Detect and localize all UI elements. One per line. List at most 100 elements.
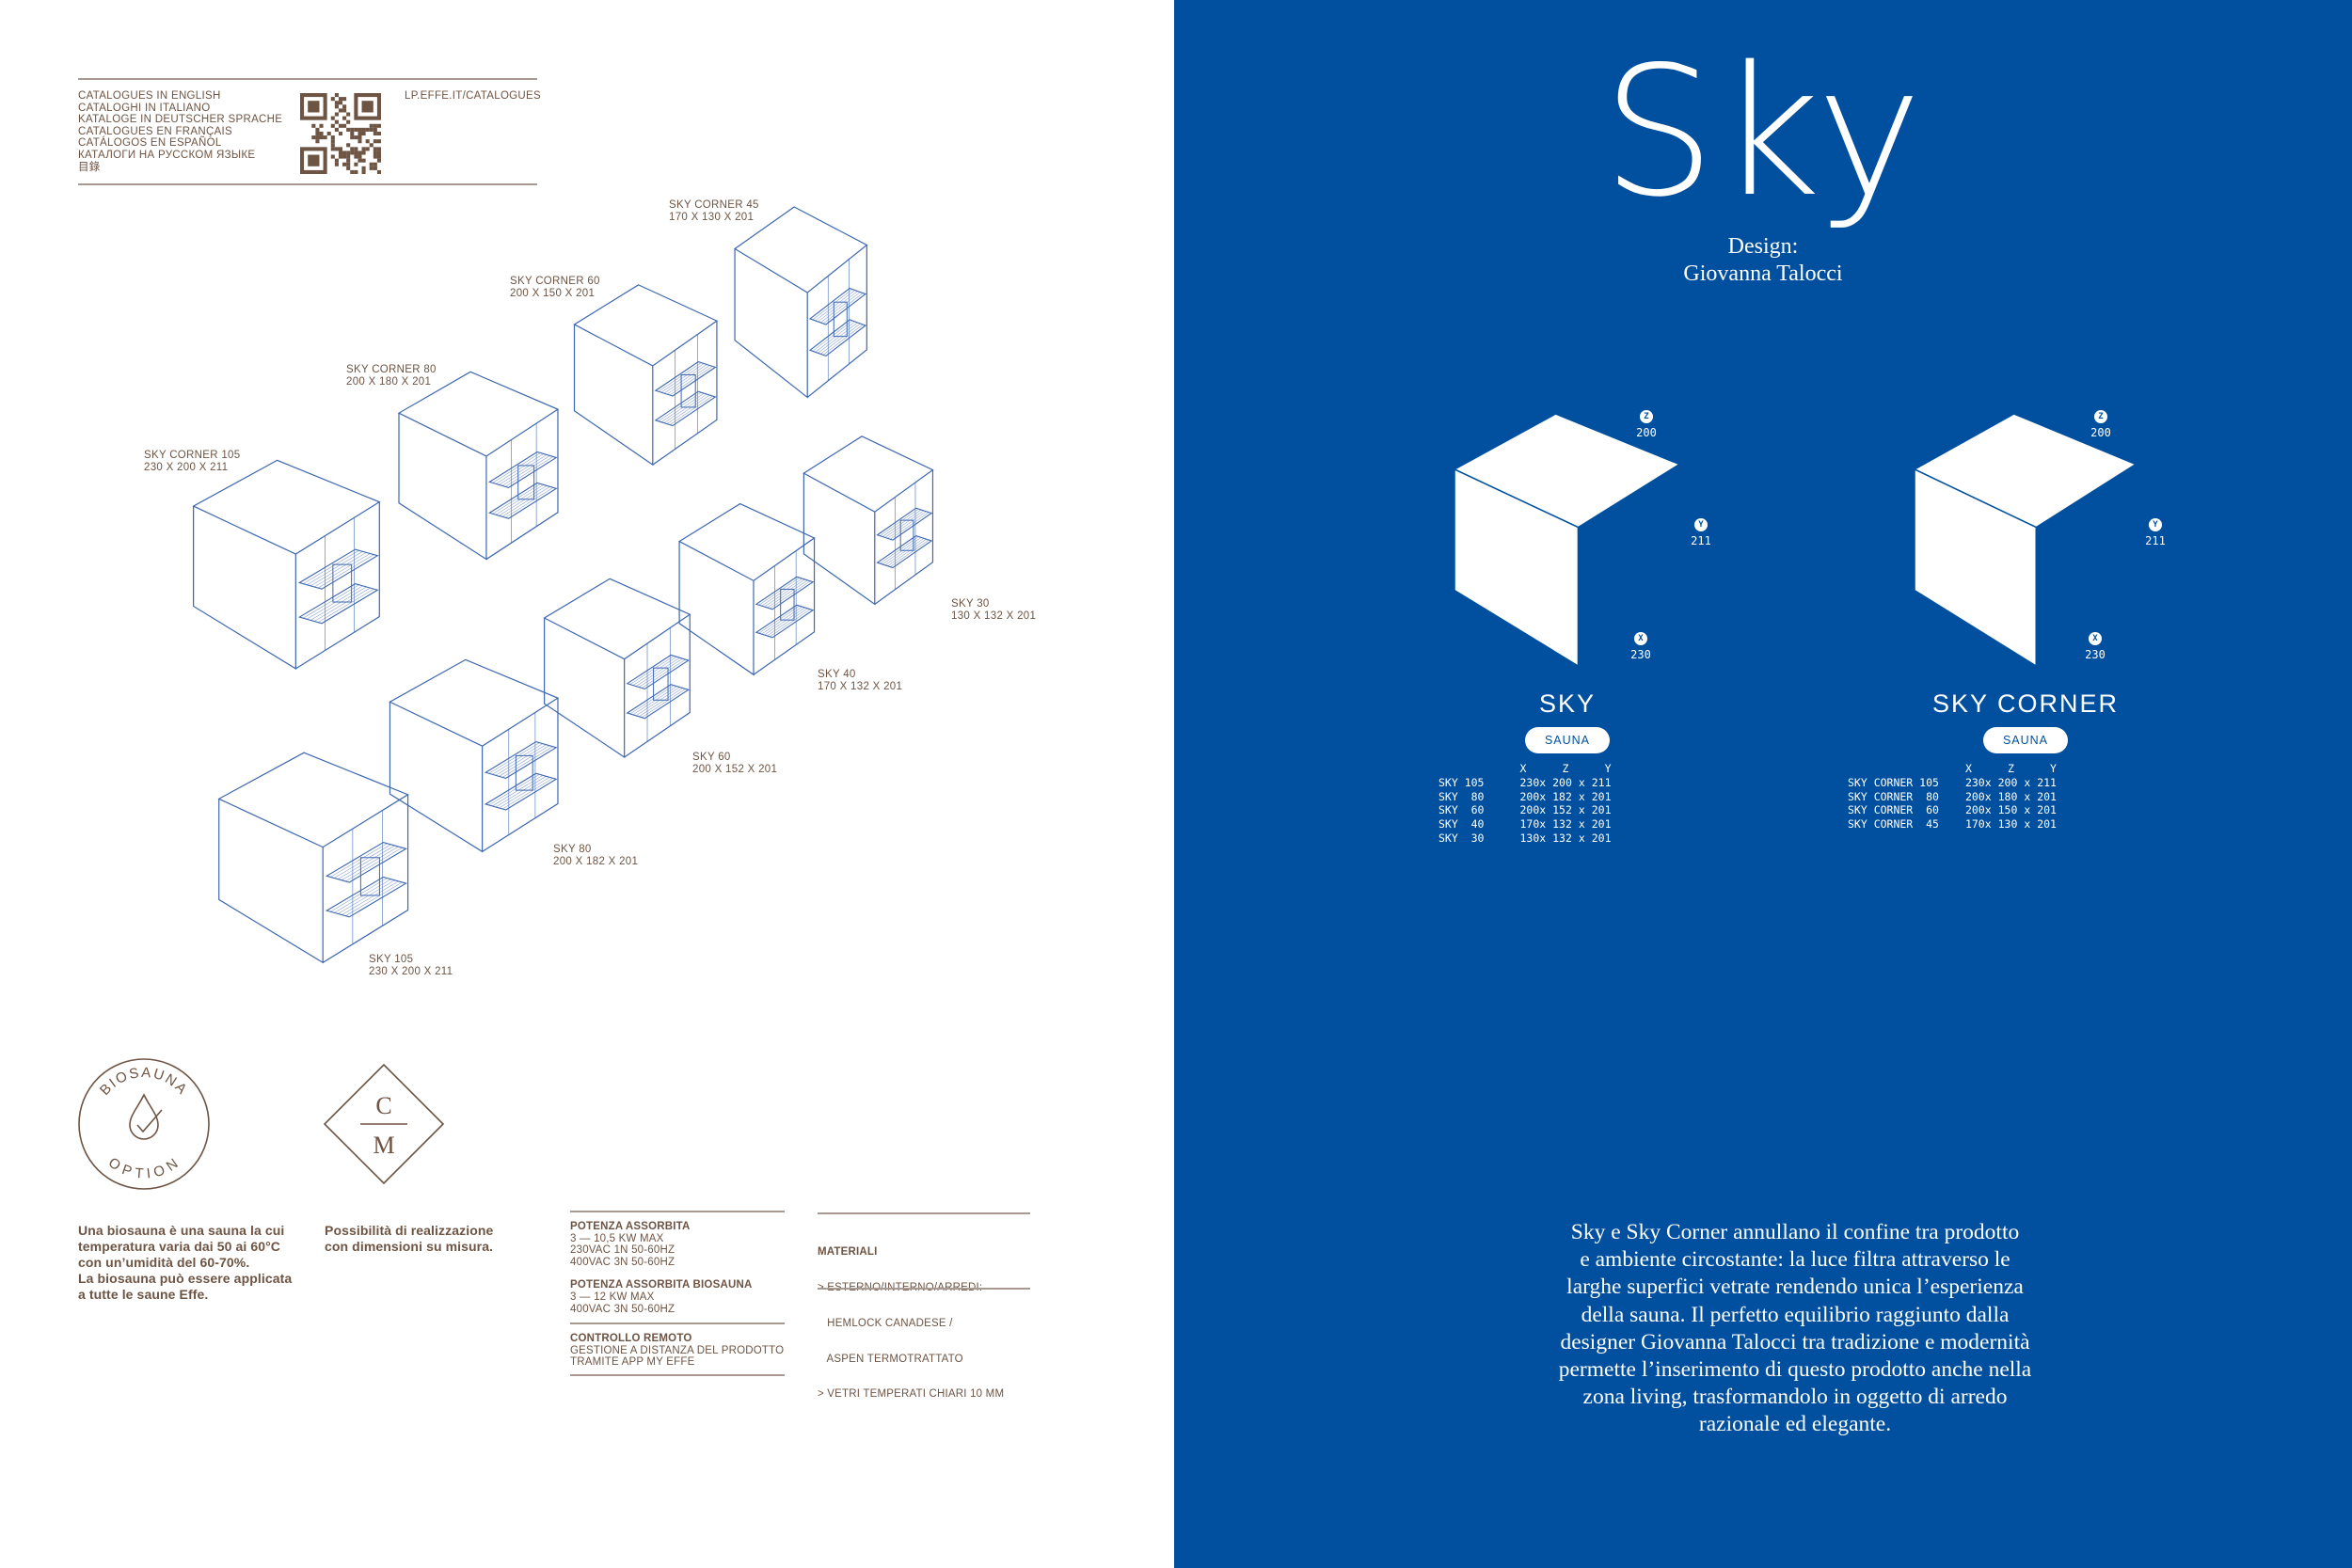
axis-y-label: Y 211: [2145, 518, 2166, 547]
dimensions-table-sky-corner: X Z Y SKY CORNER 105 230 x 200 x 211 SKY CORNE…: [1848, 762, 2057, 831]
z-cell: 180: [1997, 789, 2018, 803]
note-line: temperatura varia dai 50 ai 60°C: [78, 1239, 281, 1254]
model-name: SKY CORNER 80: [346, 364, 437, 375]
custom-measure-badge: C M: [323, 1063, 445, 1185]
divider: [78, 78, 537, 80]
model-cell: SKY CORNER 60: [1848, 803, 1939, 817]
y-icon: Y: [2149, 518, 2162, 531]
y-cell: 201: [2037, 789, 2057, 803]
spec-title: POTENZA ASSORBITA: [570, 1221, 691, 1232]
designer-name: Giovanna Talocci: [1683, 261, 1843, 286]
z-cell: 130: [1997, 817, 2018, 832]
sauna-tag[interactable]: SAUNA: [1525, 727, 1610, 753]
model-cell: SKY 30: [1438, 831, 1485, 845]
sky-drawing: [1453, 413, 1681, 668]
language-line: 目錄: [78, 161, 101, 173]
product-name-sky-corner: SKY CORNER: [1931, 689, 2120, 718]
z-cell: 182: [1552, 789, 1572, 803]
model-dims: 230 X 200 X 211: [144, 461, 229, 473]
model-cell: SKY 40: [1438, 817, 1485, 832]
axis-x-label: X 230: [1630, 632, 1651, 661]
model-cell: SKY 105: [1438, 776, 1485, 790]
col-header: X: [1519, 762, 1527, 776]
spec-line: > ESTERNO/INTERNO/ARREDI:: [818, 1282, 1004, 1294]
x-icon: X: [1634, 632, 1647, 645]
note-line: Possibilità di realizzazione: [325, 1223, 494, 1238]
cm-letter-c: C: [375, 1092, 391, 1119]
dimensions-table-sky: X Z Y SKY 105 230 x 200 x 211 SKY 80 200 x 182 x…: [1438, 762, 1612, 845]
language-line: CATALOGUES EN FRANÇAIS: [78, 125, 233, 137]
z-icon: Z: [2094, 410, 2107, 423]
z-cell: 200: [1552, 776, 1572, 790]
table-row: SKY CORNER 105 230 x 200 x 211: [1848, 776, 2057, 790]
x-cell: 200: [1964, 789, 1985, 803]
biosauna-note: Una biosauna è una sauna la cui temperat…: [78, 1223, 292, 1303]
model-cell: SKY CORNER 45: [1848, 817, 1939, 832]
qr-code-icon[interactable]: [300, 93, 381, 174]
y-cell: 201: [1591, 803, 1612, 817]
z-cell: 152: [1552, 803, 1572, 817]
sauna-drawing: [389, 658, 560, 853]
paragraph-line: designer Giovanna Talocci tra tradizione…: [1560, 1329, 2030, 1354]
z-icon: Z: [1640, 410, 1653, 423]
divider: [818, 1288, 1030, 1290]
catalogues-url[interactable]: LP.EFFE.IT/CATALOGUES: [405, 90, 541, 102]
biosauna-option-badge: BIOSAUNA OPTION: [78, 1058, 210, 1190]
paragraph-line: larghe superfici vetrate rendendo unica …: [1566, 1275, 2024, 1300]
note-line: con un’umidità del 60-70%.: [78, 1255, 250, 1270]
x-cell: 230: [1519, 776, 1540, 790]
model-cell: SKY 60: [1438, 803, 1485, 817]
x-cell: 230: [1964, 776, 1985, 790]
spec-title: CONTROLLO REMOTO: [570, 1333, 692, 1344]
spec-line: ASPEN TERMOTRATTATO: [818, 1353, 963, 1365]
y-cell: 201: [1591, 831, 1612, 845]
model-dims: 200 X 150 X 201: [510, 287, 596, 299]
paragraph-line: della sauna. Il perfetto equilibrio ragg…: [1581, 1302, 2010, 1327]
table-row: SKY CORNER 45 170 x 130 x 201: [1848, 817, 2057, 832]
x-cell: 200: [1964, 803, 1985, 817]
divider: [570, 1211, 785, 1212]
model-label: SKY CORNER 105 230 X 200 X 211: [144, 450, 240, 473]
table-row: SKY 30 130 x 132 x 201: [1438, 831, 1612, 845]
table-row: SKY 40 170 x 132 x 201: [1438, 817, 1612, 832]
col-header: Z: [1562, 762, 1569, 776]
z-cell: 132: [1552, 817, 1572, 832]
col-header: Z: [2007, 762, 2014, 776]
model-dims: 200 X 180 X 201: [346, 375, 432, 388]
z-cell: 200: [1997, 776, 2018, 790]
sauna-drawings: [192, 206, 934, 964]
model-label: SKY 30 130 X 132 X 201: [951, 598, 1036, 622]
note-line: La biosauna può essere applicata: [78, 1271, 293, 1286]
spec-line: 400VAC 3N 50-60HZ: [570, 1256, 675, 1268]
y-cell: 201: [2037, 803, 2057, 817]
drop-check-icon: [129, 1093, 163, 1140]
option-label: OPTION: [105, 1154, 181, 1181]
model-label: SKY CORNER 80 200 X 180 X 201: [346, 364, 437, 388]
spec-line: > VETRI TEMPERATI CHIARI 10 MM: [818, 1388, 1005, 1401]
note-line: Una biosauna è una sauna la cui: [78, 1223, 285, 1238]
spec-title: POTENZA ASSORBITA BIOSAUNA: [570, 1279, 753, 1291]
spec-line: GESTIONE A DISTANZA DEL PRODOTTO: [570, 1344, 785, 1356]
divider: [570, 1374, 785, 1376]
x-cell: 200: [1519, 803, 1540, 817]
x-cell: 170: [1519, 817, 1540, 832]
divider: [78, 183, 537, 185]
model-dims: 200 X 152 X 201: [692, 763, 778, 775]
table-row: SKY CORNER 60 200 x 150 x 201: [1848, 803, 2057, 817]
paragraph-line: zona living, trasformandolo in oggetto d…: [1582, 1385, 2008, 1410]
sky-corner-drawing: [1913, 413, 2137, 668]
sauna-drawing: [733, 206, 868, 399]
y-icon: Y: [1694, 518, 1708, 531]
model-label: SKY 40 170 X 132 X 201: [818, 669, 902, 692]
sauna-drawing: [543, 578, 691, 759]
model-dims: 170 X 132 X 201: [818, 680, 903, 692]
x-cell: 170: [1964, 817, 1985, 832]
catalogue-languages: CATALOGUES IN ENGLISH CATALOGHI IN ITALI…: [78, 90, 282, 173]
sauna-drawing: [397, 371, 560, 561]
col-header: Y: [1604, 762, 1612, 776]
model-name: SKY 40: [818, 669, 856, 680]
model-dims: 170 X 130 X 201: [669, 211, 755, 223]
sauna-tag[interactable]: SAUNA: [1983, 727, 2068, 753]
divider: [570, 1323, 785, 1324]
